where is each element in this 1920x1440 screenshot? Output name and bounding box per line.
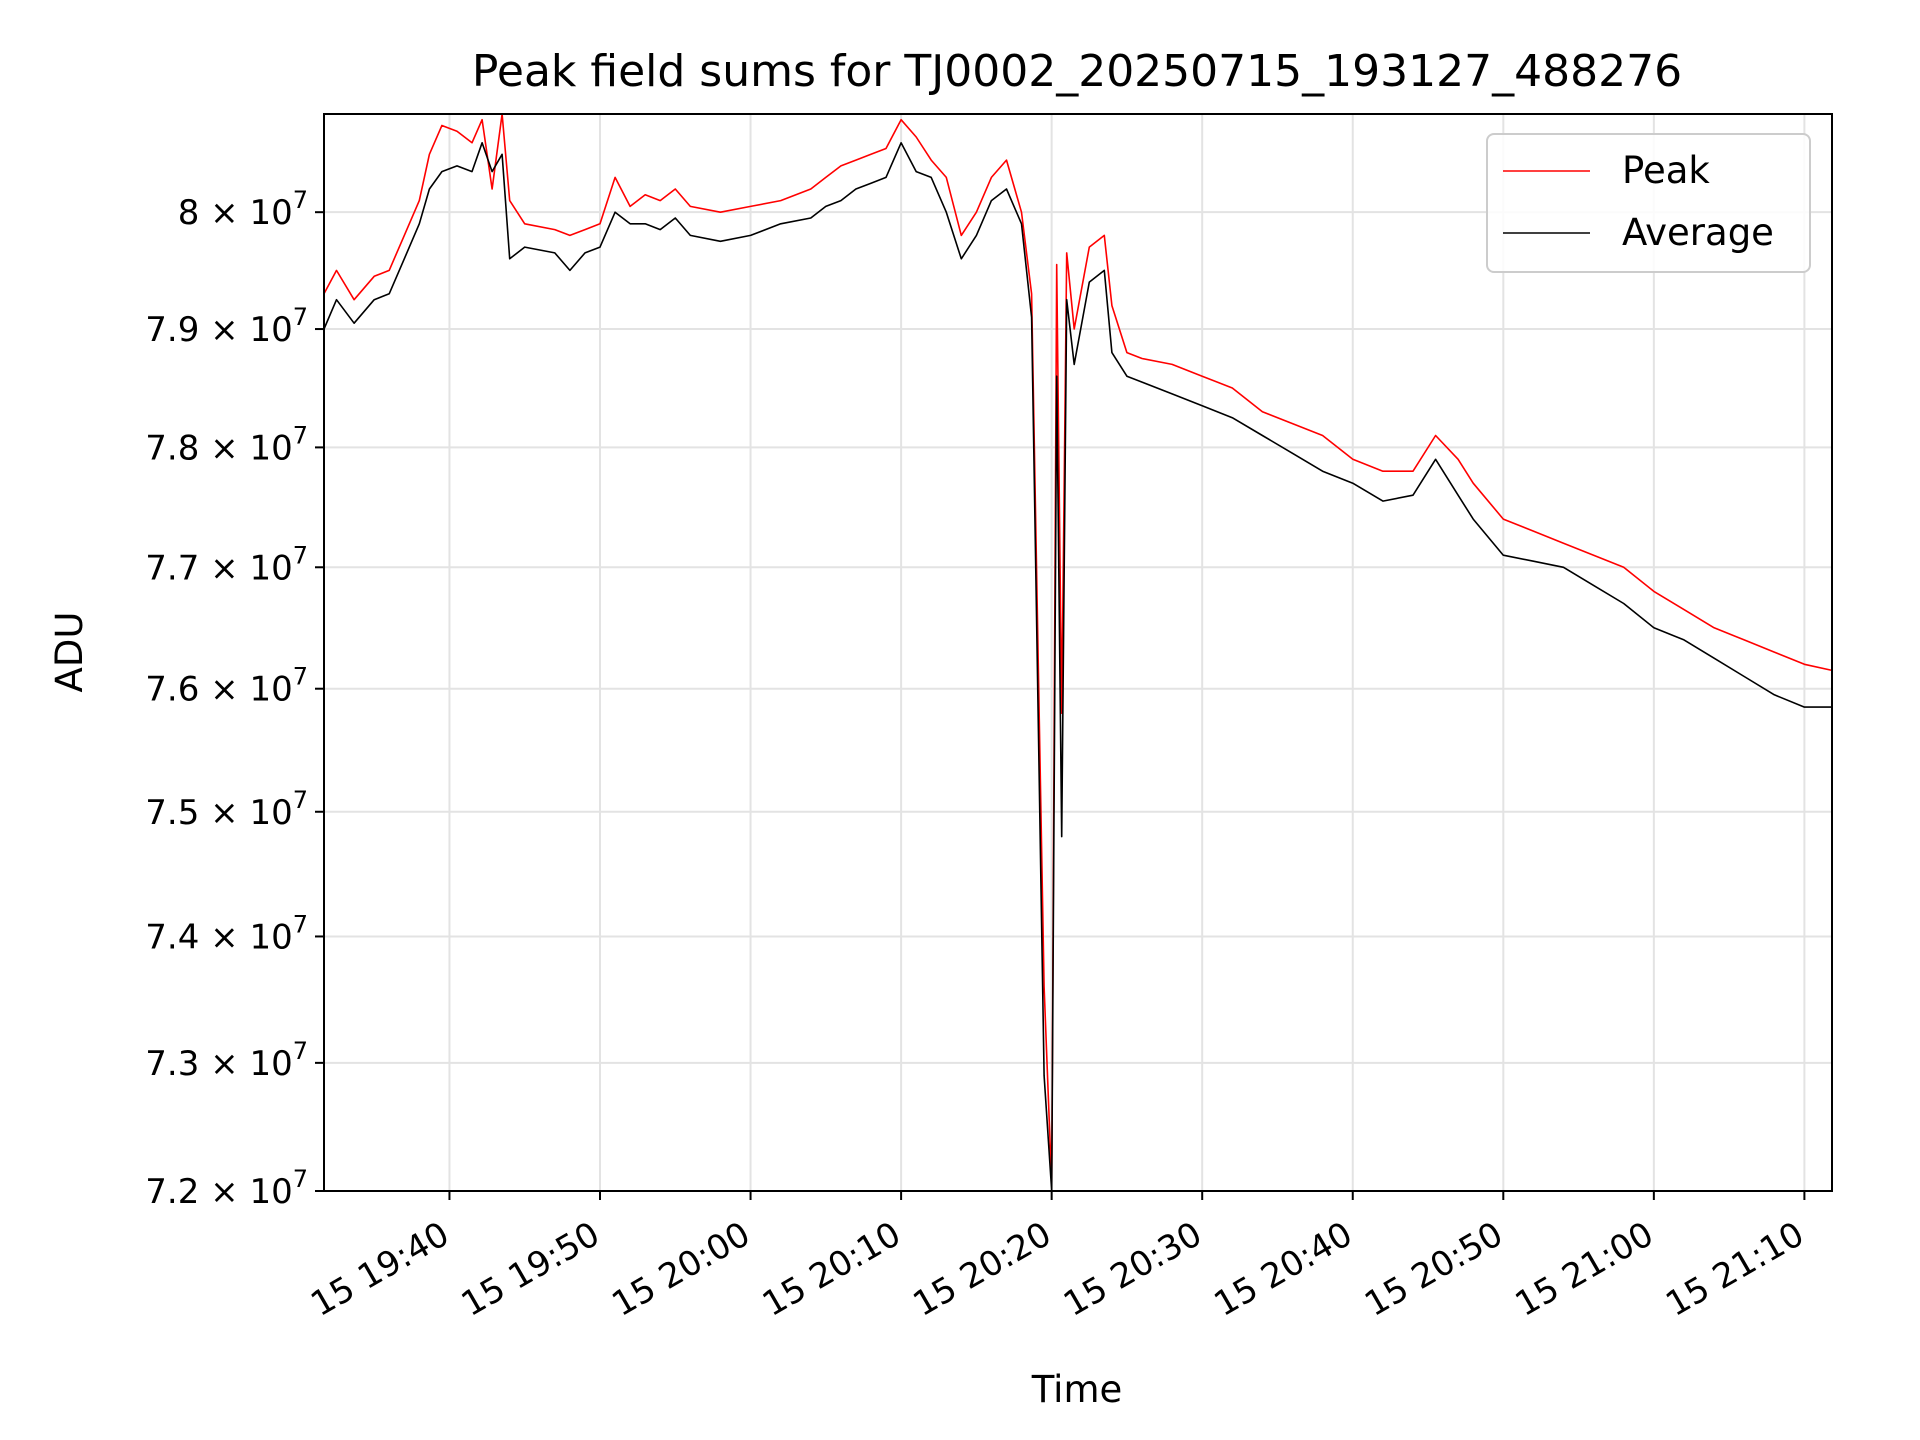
series-layer — [323, 113, 1833, 1192]
y-tick-label: 8 × 107 — [178, 186, 308, 233]
y-tick-label: 7.8 × 107 — [145, 421, 308, 468]
plot-frame — [323, 113, 1833, 1192]
y-axis-label: ADU — [48, 612, 91, 693]
legend-label-average: Average — [1622, 211, 1774, 254]
y-tick-label: 7.2 × 107 — [145, 1165, 308, 1212]
grid — [324, 114, 1832, 1192]
y-tick-label: 7.4 × 107 — [145, 910, 308, 957]
y-tick-label: 7.6 × 107 — [145, 663, 308, 710]
chart-title: Peak field sums for TJ0002_20250715_1931… — [472, 46, 1682, 97]
y-tick-label: 7.7 × 107 — [145, 541, 308, 588]
series-line-average — [323, 142, 1832, 1192]
series-line-peak — [323, 113, 1833, 1186]
legend-frame — [1486, 133, 1811, 273]
y-tick-label: 7.5 × 107 — [145, 786, 308, 833]
y-tick-label: 7.9 × 107 — [145, 303, 308, 350]
y-tick-label: 7.3 × 107 — [145, 1037, 308, 1084]
y-axis-ticks: 7.2 × 107 7.3 × 107 7.4 × 107 7.5 × 107 7.6 … — [145, 186, 324, 1212]
x-axis-label: Time — [1031, 1368, 1123, 1411]
legend-label-peak: Peak — [1622, 149, 1710, 192]
plot-area — [324, 114, 1832, 1191]
legend: Peak Average — [1486, 133, 1811, 273]
